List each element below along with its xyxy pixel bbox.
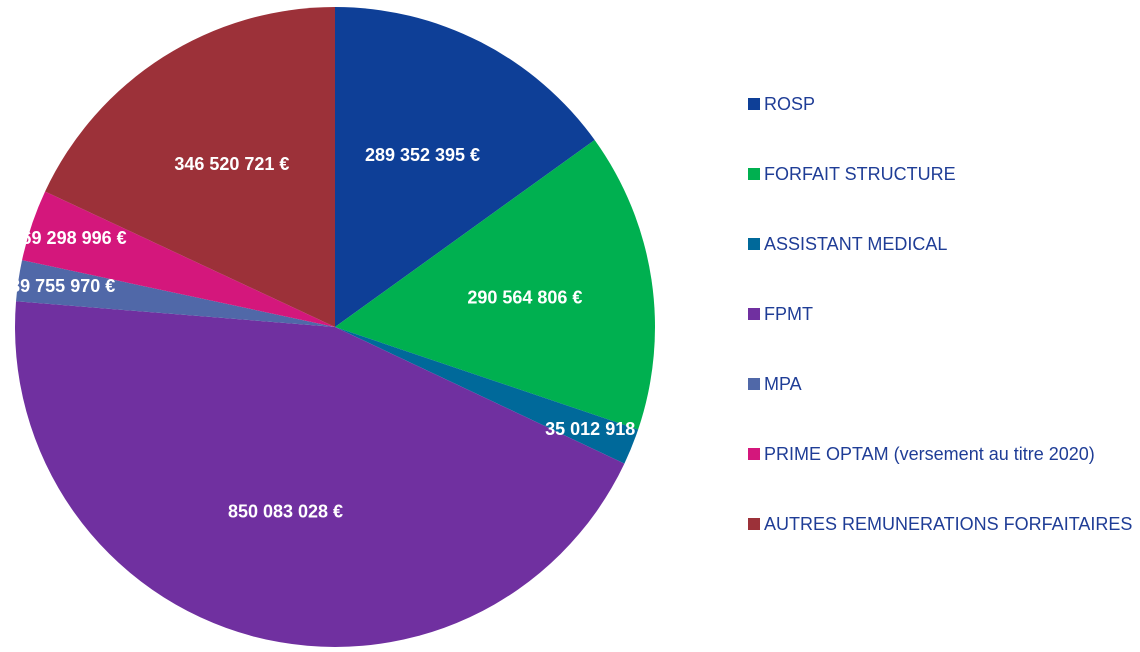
- pie-slice: [45, 7, 336, 327]
- legend-swatch: [748, 308, 760, 320]
- data-label: 69 298 996 €: [22, 228, 127, 248]
- legend-item: PRIME OPTAM (versement au titre 2020): [748, 444, 1138, 514]
- data-label: 290 564 806 €: [467, 287, 582, 307]
- legend-swatch: [748, 518, 760, 530]
- legend-item: AUTRES REMUNERATIONS FORFAITAIRES: [748, 514, 1138, 584]
- chart: 289 352 395 € 290 564 806 € 35 012 918 850 …: [10, 7, 655, 648]
- legend-swatch: [748, 98, 760, 110]
- pie-slice: [16, 260, 336, 327]
- data-label: 289 352 395 €: [365, 145, 480, 165]
- legend-label: ROSP: [764, 94, 816, 114]
- legend-label: MPA: [764, 374, 802, 394]
- legend-swatch: [748, 378, 760, 390]
- data-label: 346 520 721 €: [174, 154, 289, 174]
- pie-slice: [335, 327, 639, 464]
- pie-slice: [335, 139, 655, 430]
- legend-item: ASSISTANT MEDICAL: [748, 234, 1138, 304]
- legend-swatch: [748, 168, 760, 180]
- legend-label: AUTRES REMUNERATIONS FORFAITAIRES: [764, 514, 1133, 534]
- legend-label: ASSISTANT MEDICAL: [764, 234, 948, 254]
- data-label: 850 083 028 €: [228, 501, 343, 521]
- legend-item: FORFAIT STRUCTURE: [748, 164, 1138, 234]
- legend-label: FORFAIT STRUCTURE: [764, 164, 956, 184]
- pie-slice: [22, 191, 335, 327]
- data-label: 39 755 970 €: [10, 276, 115, 296]
- pie-slice: [335, 7, 595, 327]
- legend-label: PRIME OPTAM (versement au titre 2020): [764, 444, 1095, 464]
- legend-item: MPA: [748, 374, 1138, 444]
- legend-swatch: [748, 448, 760, 460]
- legend: ROSP FORFAIT STRUCTURE ASSISTANT MEDICAL FP…: [748, 94, 1138, 584]
- legend-swatch: [748, 238, 760, 250]
- legend-label: FPMT: [764, 304, 813, 324]
- legend-item: FPMT: [748, 304, 1138, 374]
- pie-slice: [14, 301, 625, 648]
- data-label: 35 012 918: [545, 419, 635, 439]
- legend-item: ROSP: [748, 94, 1138, 164]
